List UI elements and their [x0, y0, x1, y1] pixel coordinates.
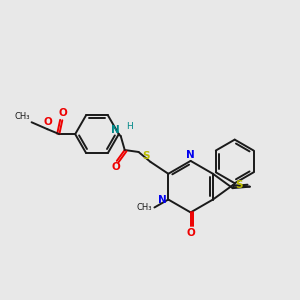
Text: N: N	[158, 194, 166, 205]
Text: N: N	[186, 150, 195, 160]
Text: O: O	[59, 108, 68, 118]
Text: O: O	[43, 117, 52, 127]
Text: S: S	[236, 180, 243, 190]
Text: N: N	[111, 125, 120, 135]
Text: O: O	[186, 228, 195, 238]
Text: S: S	[142, 151, 149, 161]
Text: CH₃: CH₃	[137, 203, 152, 212]
Text: CH₃: CH₃	[14, 112, 30, 121]
Text: H: H	[126, 122, 133, 131]
Text: O: O	[111, 162, 120, 172]
